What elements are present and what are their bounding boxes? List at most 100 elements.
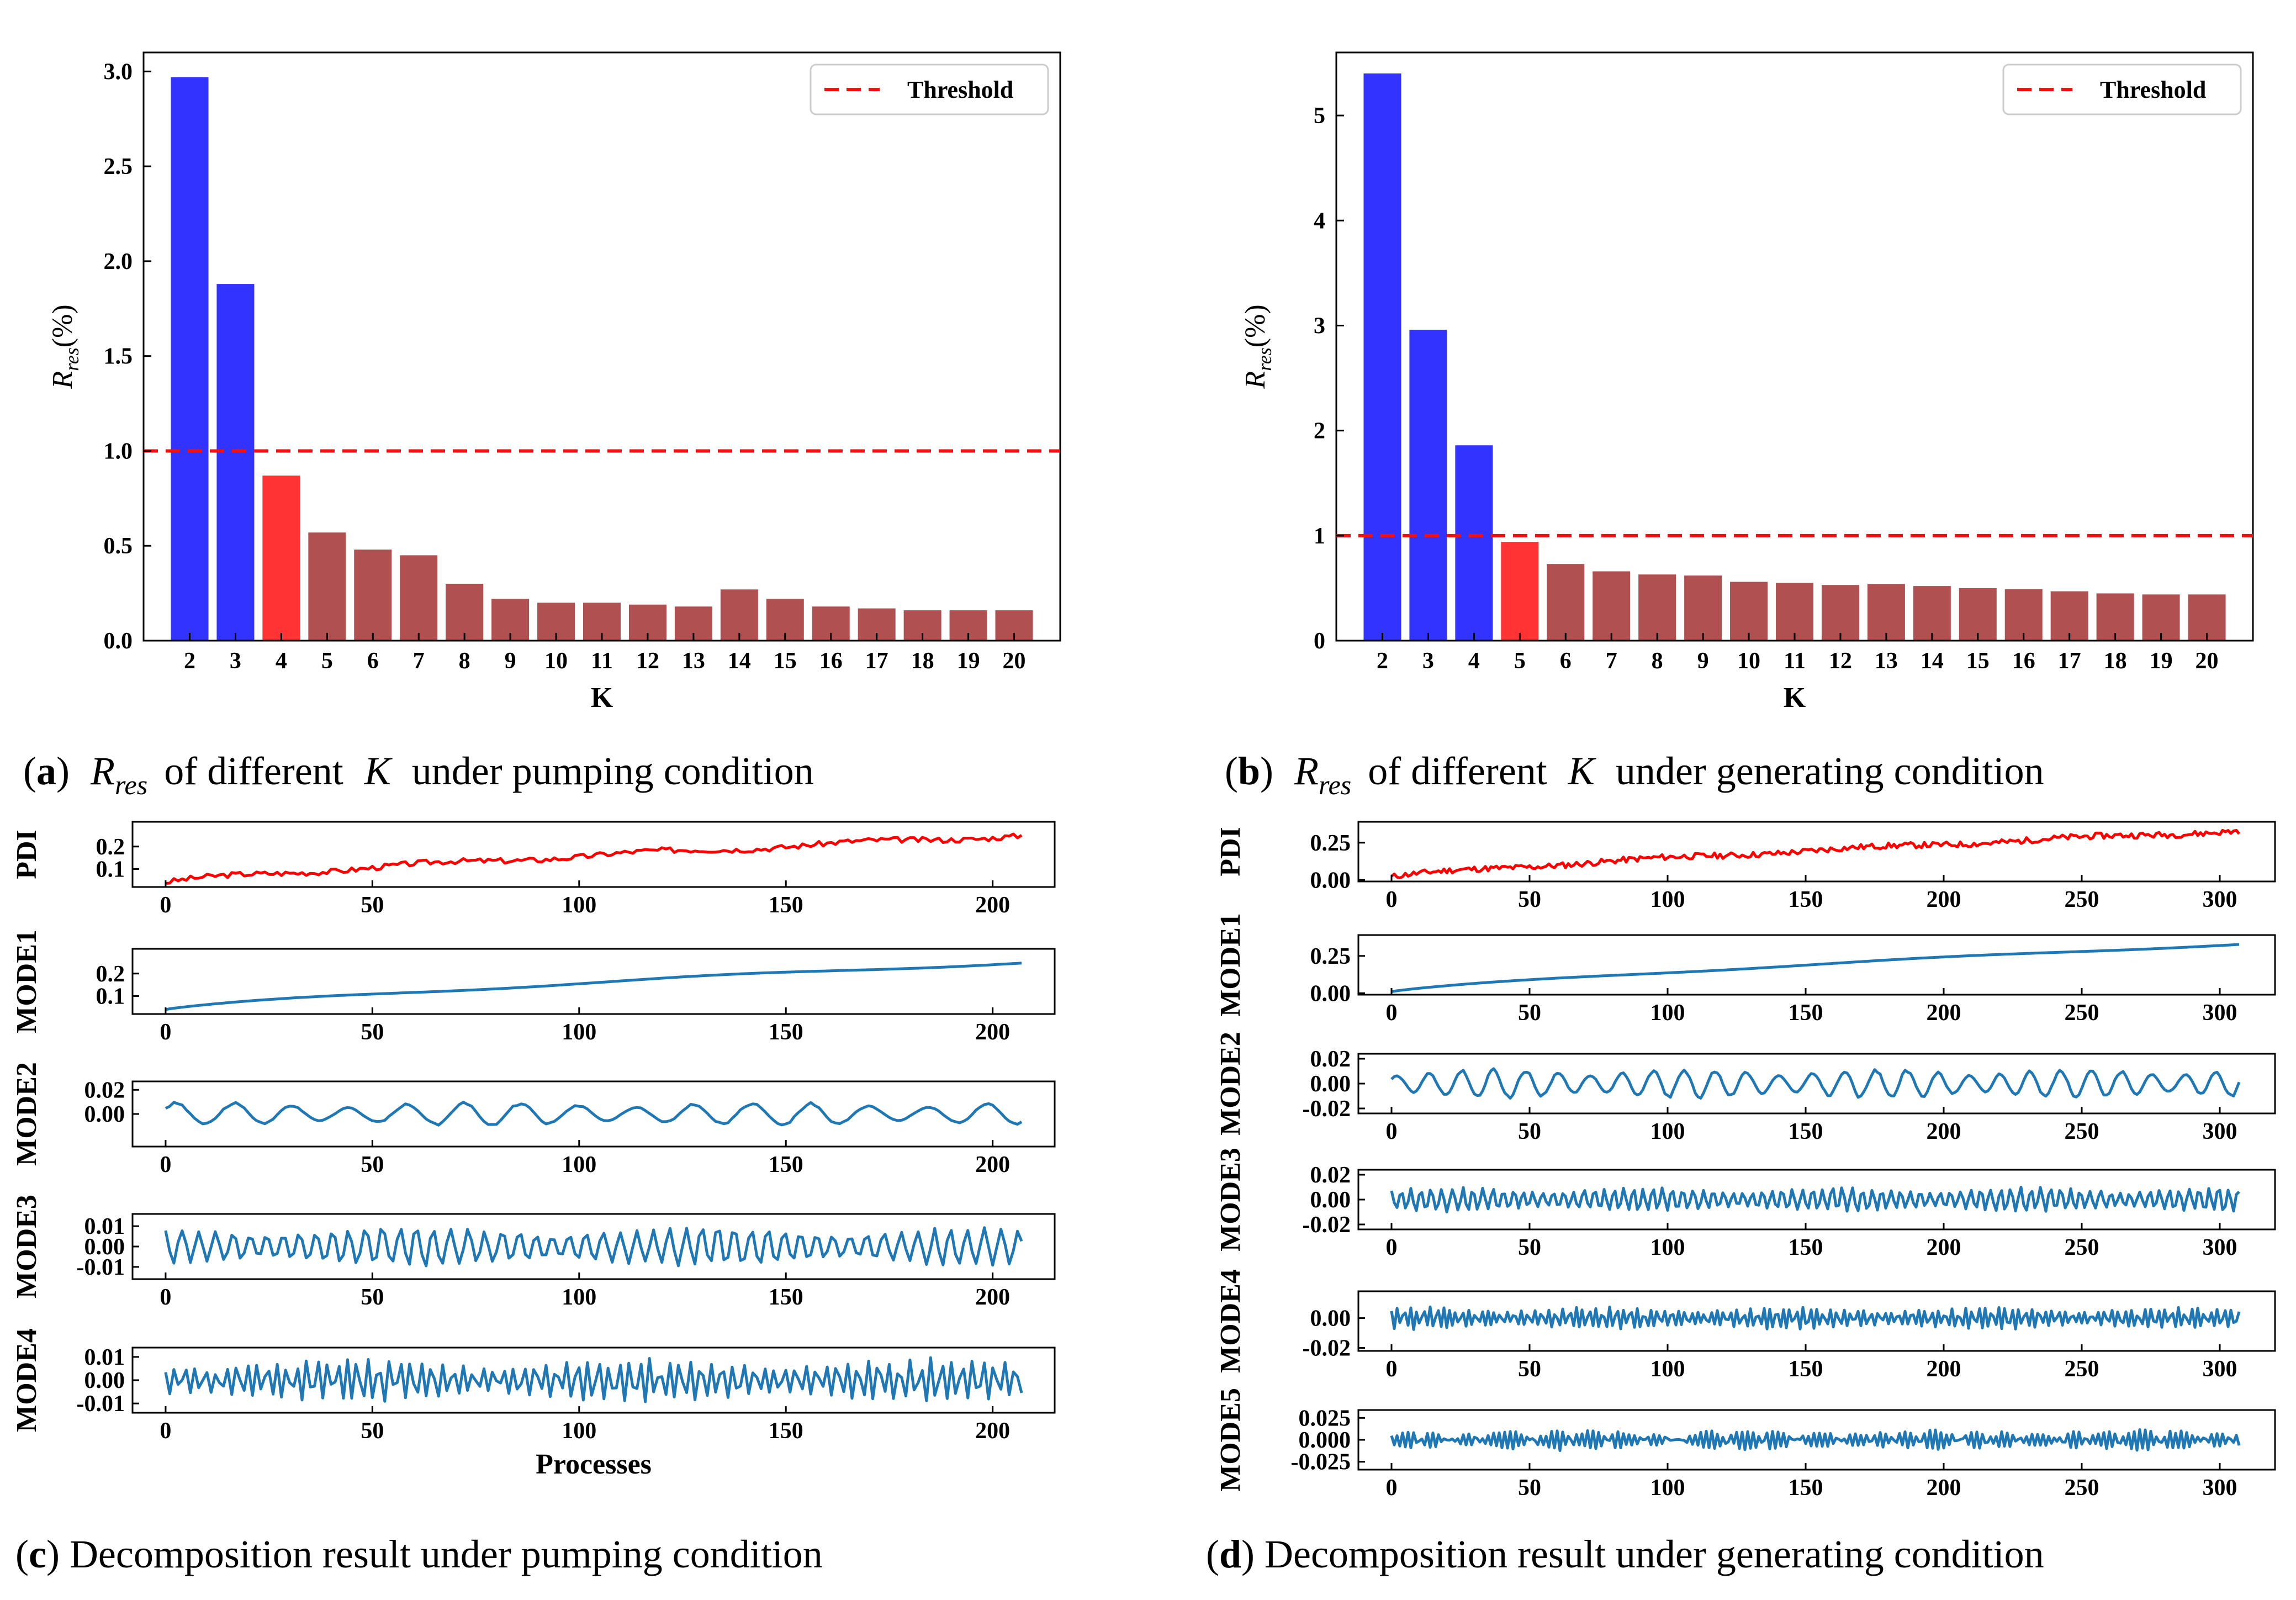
x-tick-label-a: 19: [957, 648, 980, 674]
y-tick-label-d: -0.02: [1303, 1096, 1351, 1122]
x-tick-label-d: 50: [1518, 1119, 1541, 1144]
panel-b-chart: 2 3 4 5 6 7 8 9 10 11 12 13 14 15 16 17 18 19 20012345KRre…: [1240, 51, 2254, 714]
x-tick-label-a: 12: [636, 648, 659, 674]
x-tick-label-a: 14: [728, 648, 751, 674]
x-tick-label-c: 50: [361, 1418, 384, 1444]
subplot-frame-d: [1357, 1053, 2276, 1115]
y-tick-label-a: 2.5: [104, 154, 133, 179]
y-tick-label-d: 0.00: [1310, 1071, 1351, 1097]
y-tick-label-b: 2: [1314, 419, 1325, 444]
y-tick-label-d: 0.025: [1299, 1406, 1351, 1431]
x-axis-title-b: K: [1784, 682, 1806, 714]
y-tick-label-a: 0.5: [104, 534, 133, 559]
y-axis-title-b: Rres(%): [1240, 304, 1276, 389]
x-tick-label-c: 0: [160, 1152, 171, 1177]
subplot-frame-c: [131, 948, 1056, 1015]
x-tick-label-d: 50: [1518, 887, 1541, 912]
series-label-c-mode2: MODE2: [11, 1062, 43, 1166]
y-tick-label-c: -0.01: [77, 1255, 125, 1280]
y-tick-label-d: 0.25: [1310, 944, 1351, 969]
series-line-c-mode3: [164, 1226, 1023, 1268]
x-tick-label-c: 200: [975, 1152, 1010, 1177]
series-line-d-pdi: [1390, 828, 2240, 880]
x-tick-label-d: 200: [1927, 1119, 1961, 1144]
y-tick-label-b: 3: [1314, 313, 1325, 339]
x-tick-label-d: 100: [1650, 1235, 1685, 1260]
bar-a-k5: [308, 532, 346, 641]
bar-b-k14: [1913, 586, 1951, 641]
x-tick-label-c: 150: [769, 893, 803, 918]
x-tick-label-a: 15: [774, 648, 797, 674]
x-tick-label-c: 50: [361, 1020, 384, 1045]
x-tick-label-c: 0: [160, 1020, 171, 1045]
x-tick-label-d: 0: [1386, 887, 1398, 912]
x-tick-label-c: 50: [361, 893, 384, 918]
series-line-d-mode4: [1390, 1305, 2241, 1331]
legend-box-b: [2002, 64, 2242, 115]
series-label-c-mode3: MODE3: [11, 1195, 43, 1298]
x-tick-label-b: 4: [1468, 648, 1480, 674]
x-tick-label-d: 150: [1789, 1119, 1823, 1144]
x-tick-label-d: 300: [2203, 1475, 2237, 1501]
x-tick-label-a: 17: [865, 648, 888, 674]
y-tick-label-c: 0.00: [84, 1368, 125, 1393]
y-tick-label-c: 0.01: [84, 1345, 125, 1370]
subplot-frame-d: [1357, 934, 2276, 996]
x-tick-label-a: 10: [544, 648, 568, 674]
x-tick-label-b: 5: [1514, 648, 1526, 674]
series-label-c-mode4: MODE4: [11, 1328, 43, 1432]
x-tick-label-d: 300: [2203, 1235, 2237, 1260]
x-tick-label-d: 250: [2065, 1475, 2099, 1501]
x-tick-label-b: 6: [1560, 648, 1572, 674]
x-tick-label-d: 100: [1650, 1119, 1685, 1144]
x-tick-label-a: 11: [591, 648, 613, 674]
series-line-d-mode1: [1391, 943, 2240, 994]
series-line-c-mode2: [165, 1101, 1023, 1127]
x-tick-label-d: 300: [2203, 1000, 2237, 1026]
x-tick-label-c: 150: [769, 1152, 803, 1177]
x-axis-title-c: Processes: [536, 1449, 652, 1480]
x-tick-label-d: 250: [2065, 1235, 2099, 1260]
bar-b-k7: [1593, 571, 1631, 641]
x-tick-label-d: 50: [1518, 1235, 1541, 1260]
x-tick-label-c: 150: [769, 1418, 803, 1444]
x-tick-label-a: 20: [1003, 648, 1026, 674]
series-label-c-pdi: PDI: [11, 830, 43, 879]
y-tick-label-a: 3.0: [104, 59, 133, 85]
bar-b-k9: [1684, 575, 1722, 641]
subplot-frame-d: [1357, 1290, 2276, 1352]
x-tick-label-d: 50: [1518, 1356, 1541, 1382]
x-tick-label-a: 8: [459, 648, 470, 674]
y-tick-label-c: -0.01: [77, 1391, 125, 1417]
x-tick-label-c: 200: [975, 1285, 1010, 1310]
x-tick-label-d: 150: [1789, 1356, 1823, 1382]
bar-a-k4: [262, 476, 300, 641]
x-tick-label-b: 17: [2058, 648, 2081, 674]
x-tick-label-d: 300: [2203, 887, 2237, 912]
x-tick-label-b: 8: [1652, 648, 1663, 674]
y-tick-label-c: 0.02: [84, 1078, 125, 1103]
x-tick-label-d: 200: [1927, 1475, 1961, 1501]
y-tick-label-d: -0.02: [1303, 1212, 1351, 1238]
series-label-d-mode4: MODE4: [1215, 1269, 1246, 1373]
bar-b-k2: [1363, 73, 1401, 641]
series-label-d-mode5: MODE5: [1215, 1388, 1246, 1492]
x-tick-label-d: 250: [2065, 1119, 2099, 1144]
y-tick-label-d: 0.02: [1310, 1163, 1351, 1188]
x-tick-label-d: 250: [2065, 887, 2099, 912]
x-tick-label-a: 5: [321, 648, 333, 674]
x-tick-label-c: 200: [975, 1020, 1010, 1045]
x-tick-label-c: 150: [769, 1020, 803, 1045]
x-tick-label-b: 2: [1377, 648, 1388, 674]
series-line-c-pdi: [165, 832, 1023, 885]
x-tick-label-b: 3: [1422, 648, 1434, 674]
bar-b-k18: [2096, 593, 2134, 641]
x-tick-label-c: 0: [160, 1285, 171, 1310]
x-tick-label-a: 2: [184, 648, 195, 674]
x-tick-label-b: 19: [2150, 648, 2173, 674]
x-tick-label-d: 50: [1518, 1475, 1541, 1501]
series-line-c-mode1: [165, 962, 1022, 1011]
x-tick-label-c: 50: [361, 1152, 384, 1177]
